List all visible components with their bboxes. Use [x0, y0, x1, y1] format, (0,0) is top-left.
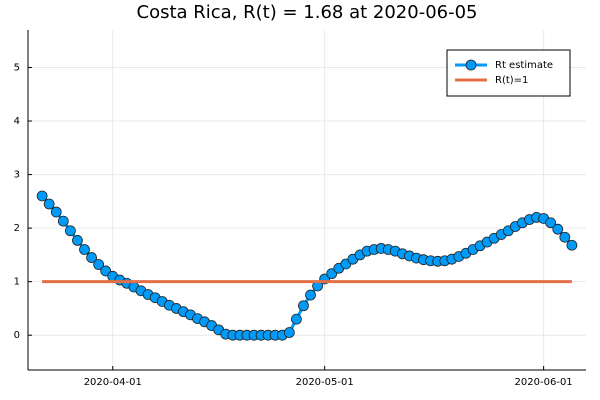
point [86, 252, 97, 263]
y-tick-label: 0 [14, 330, 20, 341]
x-tick-label: 2020-05-01 [296, 377, 354, 388]
point [57, 215, 69, 227]
point [79, 244, 90, 255]
point [559, 231, 571, 243]
point [36, 190, 48, 202]
legend-box [446, 49, 571, 97]
point [43, 198, 55, 210]
chart-title: Costa Rica, R(t) = 1.68 at 2020-06-05 [137, 2, 478, 23]
x-tick-label: 2020-06-01 [515, 377, 573, 388]
y-tick-label: 3 [14, 170, 20, 181]
x-tick-label: 2020-04-01 [84, 377, 142, 388]
point [291, 313, 302, 325]
legend-label: R(t)=1 [495, 75, 528, 86]
y-tick-label: 5 [14, 62, 20, 73]
point [64, 225, 76, 237]
point [50, 206, 62, 218]
point [305, 289, 316, 301]
point [566, 239, 578, 251]
point [93, 259, 105, 270]
y-tick-label: 2 [14, 223, 20, 234]
legend-marker [465, 59, 477, 71]
legend-label: Rt estimate [495, 60, 553, 71]
point [552, 223, 564, 235]
series-line [41, 194, 573, 337]
y-tick-label: 1 [14, 277, 20, 288]
point [72, 235, 83, 246]
point [545, 217, 557, 229]
y-tick-label: 4 [14, 116, 20, 127]
point [298, 300, 309, 312]
legend: Rt estimate R(t)=1 [446, 49, 571, 97]
point [283, 327, 295, 338]
